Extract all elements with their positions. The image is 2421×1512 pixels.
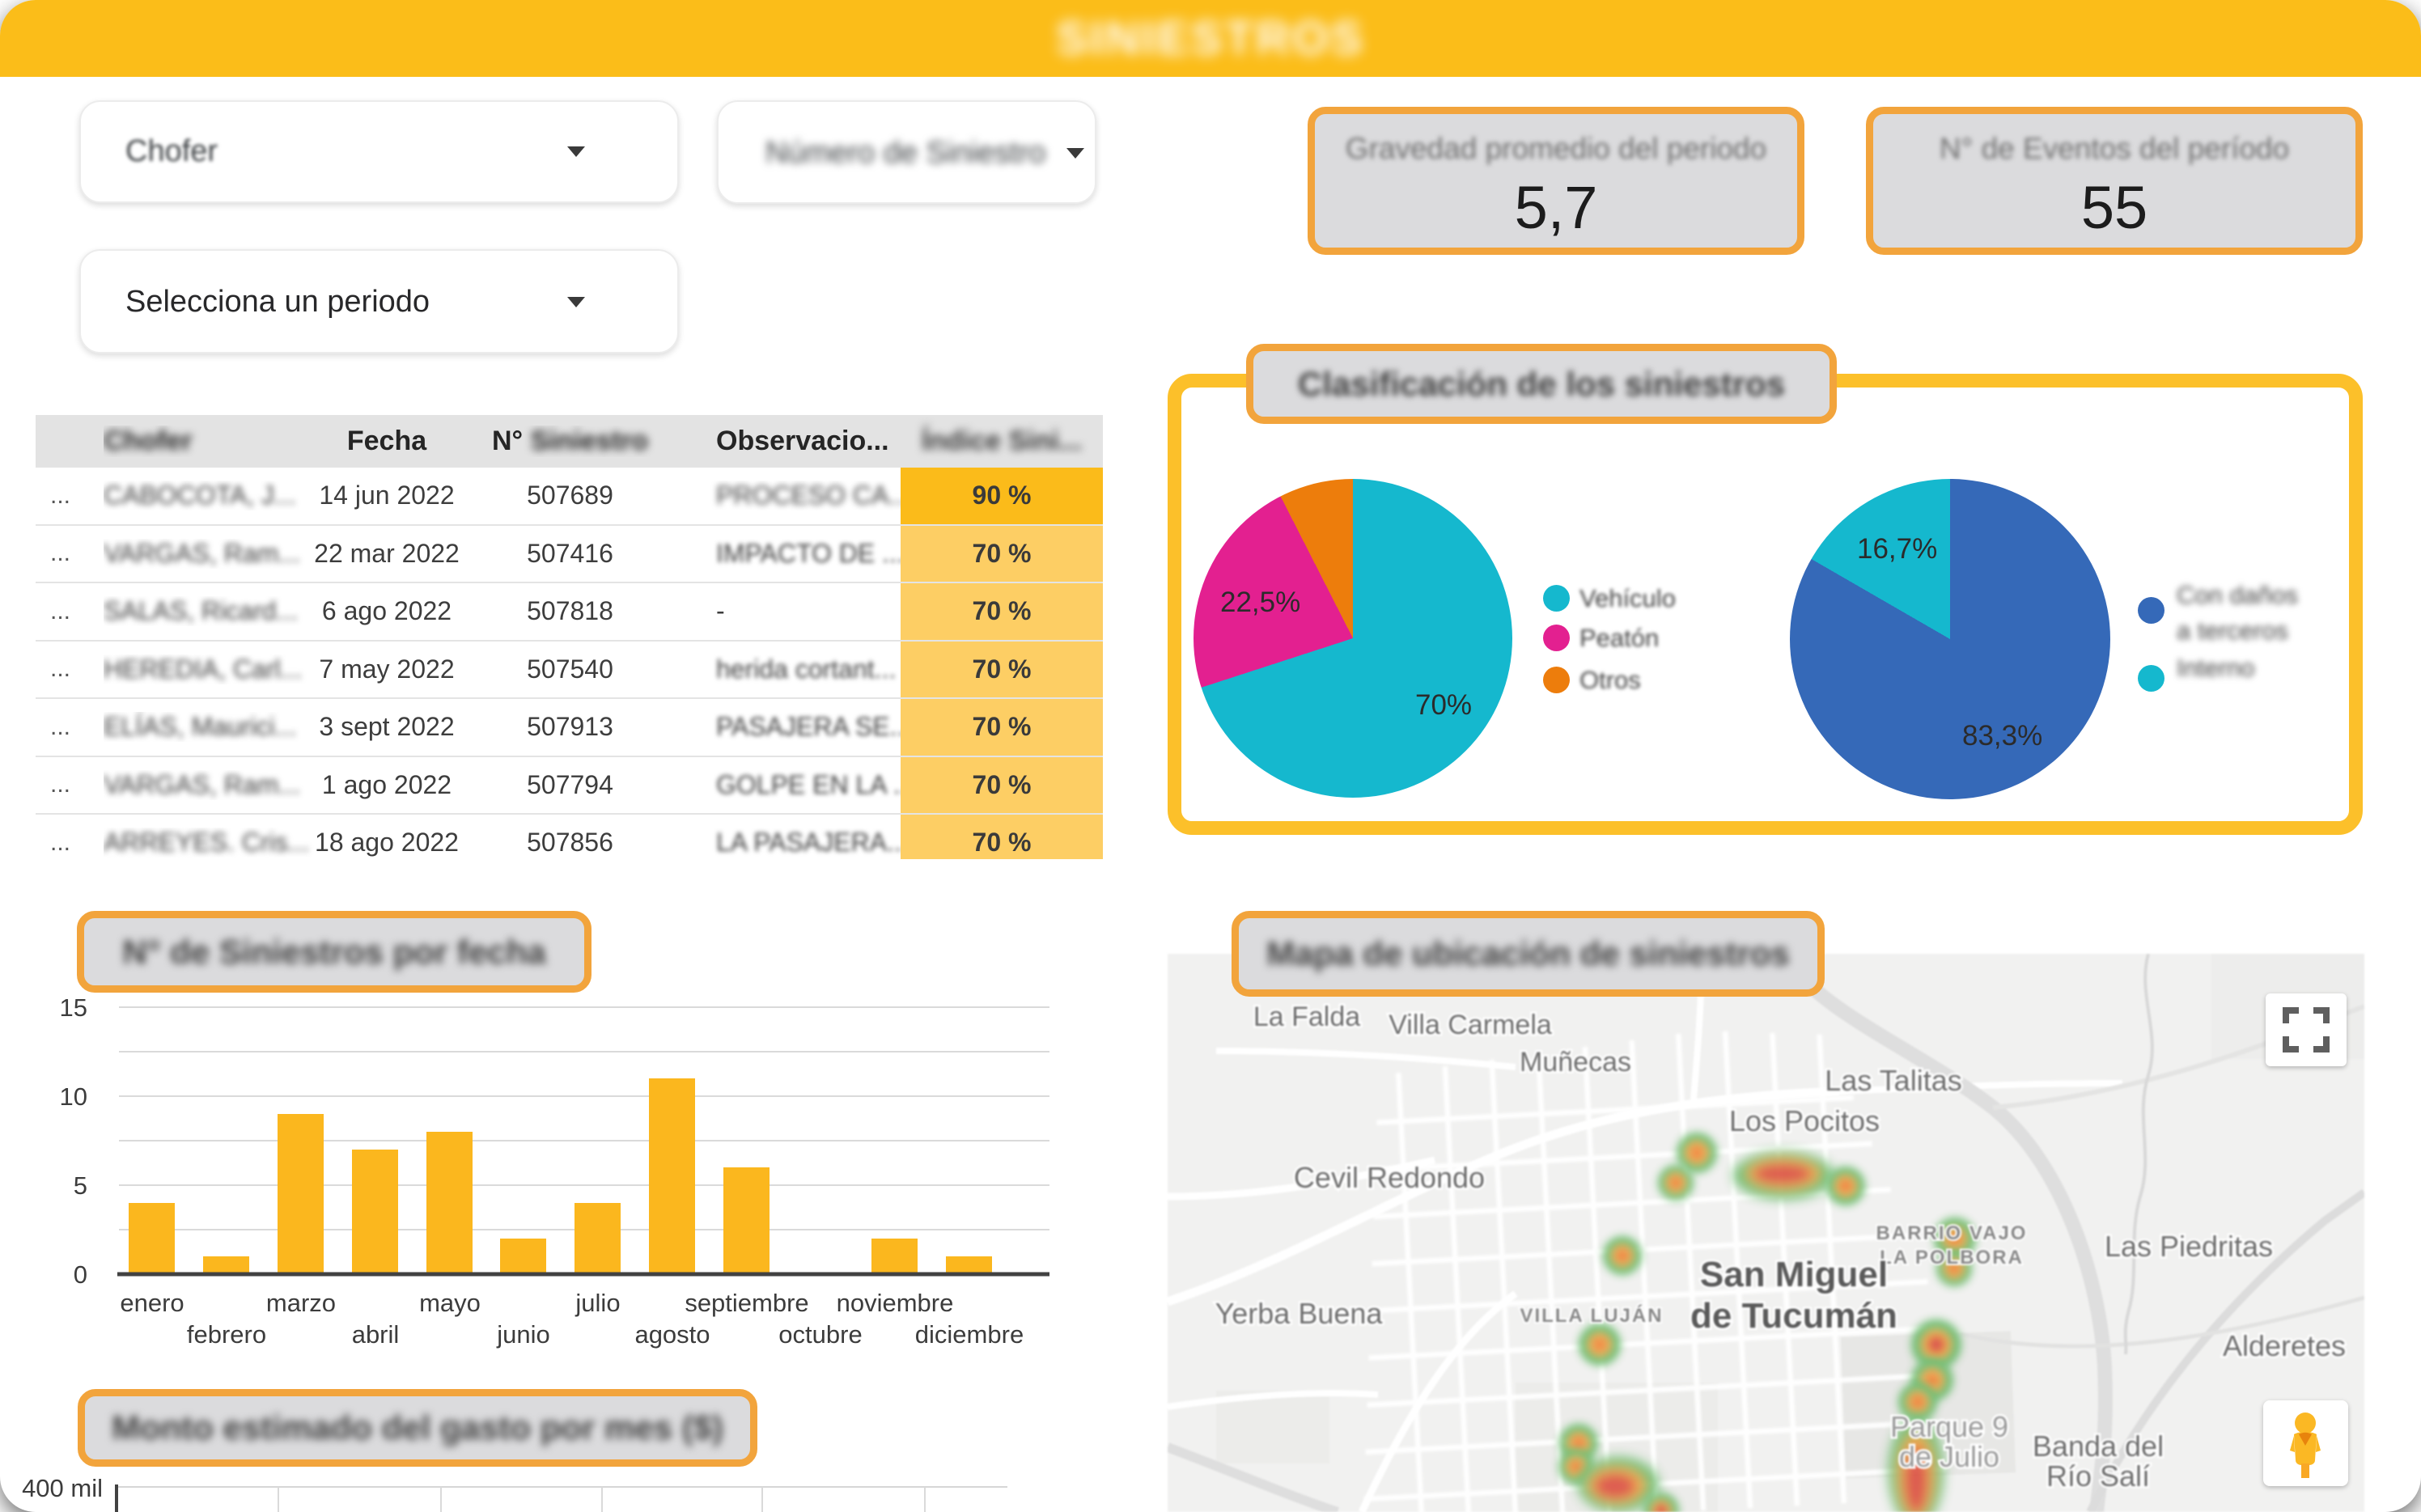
svg-text:15: 15 — [60, 995, 87, 1022]
svg-text:Alderetes: Alderetes — [2223, 1329, 2346, 1362]
svg-text:0: 0 — [74, 1260, 87, 1289]
svg-text:400 mil: 400 mil — [22, 1474, 103, 1502]
svg-text:diciembre: diciembre — [915, 1320, 1024, 1349]
svg-text:abril: abril — [352, 1320, 400, 1349]
svg-text:noviembre: noviembre — [837, 1289, 954, 1317]
svg-text:BARRIO VAJO: BARRIO VAJO — [1876, 1222, 2028, 1244]
svg-text:Cevil Redondo: Cevil Redondo — [1294, 1161, 1485, 1194]
svg-text:septiembre: septiembre — [685, 1289, 808, 1317]
svg-text:10: 10 — [60, 1082, 87, 1111]
svg-text:marzo: marzo — [266, 1289, 336, 1317]
svg-text:5: 5 — [74, 1171, 87, 1200]
svg-text:junio: junio — [496, 1320, 550, 1349]
svg-text:Río Salí: Río Salí — [2046, 1459, 2150, 1493]
svg-text:Banda del: Banda del — [2033, 1429, 2164, 1463]
svg-text:Las Piedritas: Las Piedritas — [2105, 1230, 2273, 1263]
svg-text:Parque 9: Parque 9 — [1890, 1410, 2008, 1443]
svg-text:La Falda: La Falda — [1253, 1002, 1360, 1032]
svg-text:julio: julio — [575, 1289, 620, 1317]
svg-text:Villa Carmela: Villa Carmela — [1389, 1010, 1552, 1040]
svg-text:octubre: octubre — [778, 1320, 862, 1349]
svg-text:de Tucumán: de Tucumán — [1690, 1296, 1897, 1336]
svg-text:Las Talitas: Las Talitas — [1825, 1064, 1961, 1097]
svg-text:Muñecas: Muñecas — [1520, 1047, 1631, 1078]
svg-text:febrero: febrero — [187, 1320, 266, 1349]
svg-text:agosto: agosto — [634, 1320, 710, 1349]
svg-text:mayo: mayo — [419, 1289, 481, 1317]
svg-text:de Julio: de Julio — [1899, 1440, 1999, 1473]
svg-text:San Miguel: San Miguel — [1700, 1255, 1888, 1294]
svg-text:LA POLBORA: LA POLBORA — [1880, 1247, 2024, 1268]
svg-text:VILLA LUJÁN: VILLA LUJÁN — [1520, 1304, 1663, 1327]
svg-text:Yerba Buena: Yerba Buena — [1215, 1297, 1384, 1330]
svg-text:Los Pocitos: Los Pocitos — [1729, 1104, 1880, 1137]
svg-text:enero: enero — [120, 1289, 184, 1317]
